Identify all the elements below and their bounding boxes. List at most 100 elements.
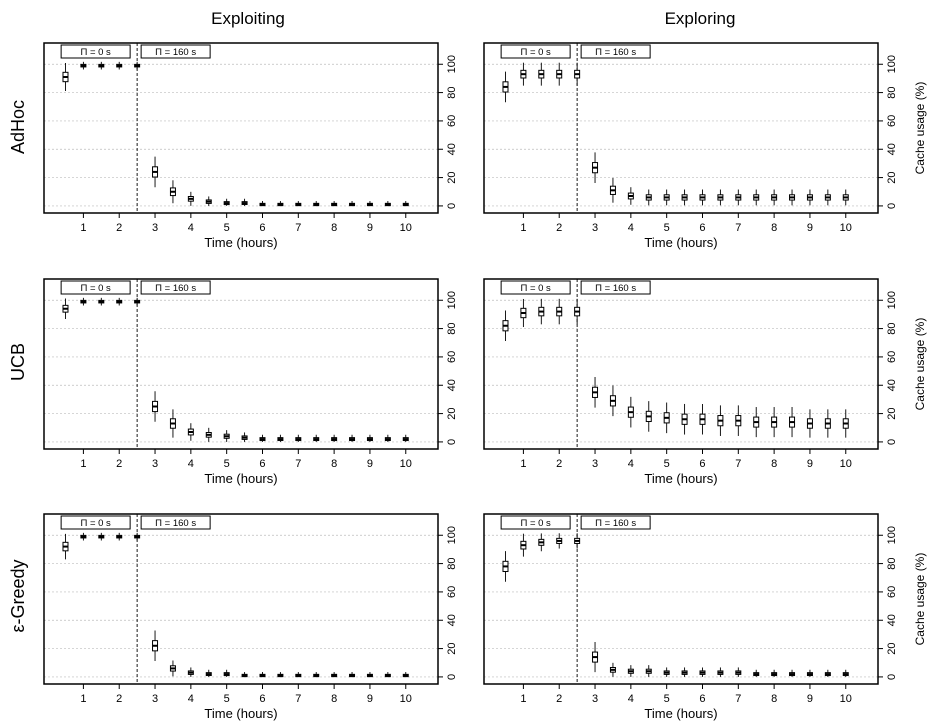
- y-tick-label: 60: [446, 115, 458, 127]
- plot-frame: [43, 278, 439, 450]
- panel-greedy-exploring: 1 2 3 4 5 6 7 8 9 10 Time (hours) 0 20 40 60 80 100 Cache…: [483, 513, 927, 721]
- y-tick-label: 0: [446, 439, 458, 445]
- x-tick-label: 1: [80, 458, 86, 470]
- x-tick-label: 3: [152, 458, 158, 470]
- x-axis-title: Time (hours): [644, 235, 717, 250]
- annotation-box: [60, 44, 131, 59]
- x-tick-label: 7: [295, 458, 301, 470]
- x-tick-label: 10: [400, 458, 412, 470]
- annotation-label: Π = 160 s: [155, 518, 196, 529]
- x-tick-label: 6: [699, 693, 705, 705]
- annotation-box: [500, 280, 571, 295]
- annotation-label: Π = 160 s: [155, 47, 196, 58]
- annotation-box: [580, 280, 651, 295]
- x-axis-title: Time (hours): [204, 706, 277, 721]
- x-tick-label: 3: [592, 458, 598, 470]
- x-tick-label: 10: [840, 693, 852, 705]
- panel-adhoc-exploiting: 1 2 3 4 5 6 7 8 9 10 Time (hours) 0 20 40 60 80 100 Π = 0…: [43, 42, 458, 250]
- plot-frame: [43, 42, 439, 214]
- column-title-exploring: Exploring: [665, 9, 736, 28]
- x-tick-label: 6: [259, 693, 265, 705]
- x-tick-label: 10: [400, 222, 412, 234]
- annotation-box: [140, 44, 211, 59]
- x-tick-label: 5: [224, 693, 230, 705]
- x-tick-label: 6: [699, 458, 705, 470]
- y-tick-label: 0: [446, 203, 458, 209]
- x-tick-label: 4: [628, 222, 634, 234]
- x-tick-label: 3: [592, 222, 598, 234]
- x-tick-label: 5: [224, 458, 230, 470]
- x-tick-label: 4: [628, 693, 634, 705]
- x-tick-label: 4: [188, 458, 194, 470]
- y-tick-label: 80: [446, 322, 458, 334]
- x-tick-label: 7: [295, 222, 301, 234]
- annotation-box: [140, 280, 211, 295]
- y-tick-label: 20: [886, 171, 898, 183]
- y-tick-label: 60: [446, 351, 458, 363]
- x-tick-label: 6: [259, 458, 265, 470]
- x-tick-label: 9: [807, 458, 813, 470]
- y-tick-label: 20: [886, 407, 898, 419]
- plot-frame: [483, 278, 879, 450]
- x-tick-label: 6: [259, 222, 265, 234]
- y-tick-label: 100: [886, 526, 898, 544]
- annotation-label: Π = 160 s: [595, 47, 636, 58]
- x-tick-label: 4: [188, 693, 194, 705]
- panel-ucb-exploring: 1 2 3 4 5 6 7 8 9 10 Time (hours) 0 20 40 60 80 100 Cache…: [483, 278, 927, 486]
- x-tick-label: 9: [807, 693, 813, 705]
- y-tick-label: 100: [446, 526, 458, 544]
- x-tick-label: 7: [295, 693, 301, 705]
- y-tick-label: 80: [886, 86, 898, 98]
- x-tick-label: 1: [520, 693, 526, 705]
- y-tick-label: 80: [446, 557, 458, 569]
- x-tick-label: 5: [664, 693, 670, 705]
- x-tick-label: 1: [80, 222, 86, 234]
- x-tick-label: 10: [840, 222, 852, 234]
- x-tick-label: 1: [80, 693, 86, 705]
- y-tick-label: 60: [886, 351, 898, 363]
- annotation-box: [60, 280, 131, 295]
- y-tick-label: 0: [886, 674, 898, 680]
- panel-greedy-exploiting: 1 2 3 4 5 6 7 8 9 10 Time (hours) 0 20 40 60 80 100 Π = 0…: [43, 513, 458, 721]
- y-tick-label: 0: [886, 203, 898, 209]
- annotation-label: Π = 160 s: [595, 518, 636, 529]
- x-tick-label: 2: [556, 458, 562, 470]
- x-tick-label: 10: [400, 693, 412, 705]
- annotation-label: Π = 0 s: [80, 283, 111, 294]
- x-tick-label: 8: [771, 458, 777, 470]
- x-tick-label: 3: [152, 222, 158, 234]
- x-tick-label: 1: [520, 222, 526, 234]
- x-tick-label: 3: [592, 693, 598, 705]
- y-axis-title: Cache usage (%): [913, 318, 927, 411]
- annotation-label: Π = 0 s: [520, 518, 551, 529]
- y-axis-title: Cache usage (%): [913, 553, 927, 646]
- x-tick-label: 5: [664, 222, 670, 234]
- y-tick-label: 20: [886, 642, 898, 654]
- annotation-box: [140, 515, 211, 530]
- row-label-adhoc: AdHoc: [8, 100, 28, 154]
- x-tick-label: 8: [331, 222, 337, 234]
- x-tick-label: 10: [840, 458, 852, 470]
- x-axis-title: Time (hours): [644, 471, 717, 486]
- y-tick-label: 40: [446, 379, 458, 391]
- x-tick-label: 1: [520, 458, 526, 470]
- y-tick-label: 60: [446, 586, 458, 598]
- x-tick-label: 7: [735, 693, 741, 705]
- x-tick-label: 2: [556, 222, 562, 234]
- annotation-box: [580, 515, 651, 530]
- annotation-box: [60, 515, 131, 530]
- annotation-box: [500, 44, 571, 59]
- x-tick-label: 8: [331, 458, 337, 470]
- x-tick-label: 2: [556, 693, 562, 705]
- annotation-label: Π = 0 s: [520, 47, 551, 58]
- plot-frame: [483, 42, 879, 214]
- annotation-box: [580, 44, 651, 59]
- panel-ucb-exploiting: 1 2 3 4 5 6 7 8 9 10 Time (hours) 0 20 40 60 80 100 Π = 0…: [43, 278, 458, 486]
- x-tick-label: 5: [224, 222, 230, 234]
- panel-adhoc-exploring: 1 2 3 4 5 6 7 8 9 10 Time (hours) 0 20 40 60 80 100 Cache…: [483, 42, 927, 250]
- x-tick-label: 2: [116, 458, 122, 470]
- x-tick-label: 9: [367, 693, 373, 705]
- plot-frame: [43, 513, 439, 685]
- y-tick-label: 40: [886, 614, 898, 626]
- x-axis-title: Time (hours): [644, 706, 717, 721]
